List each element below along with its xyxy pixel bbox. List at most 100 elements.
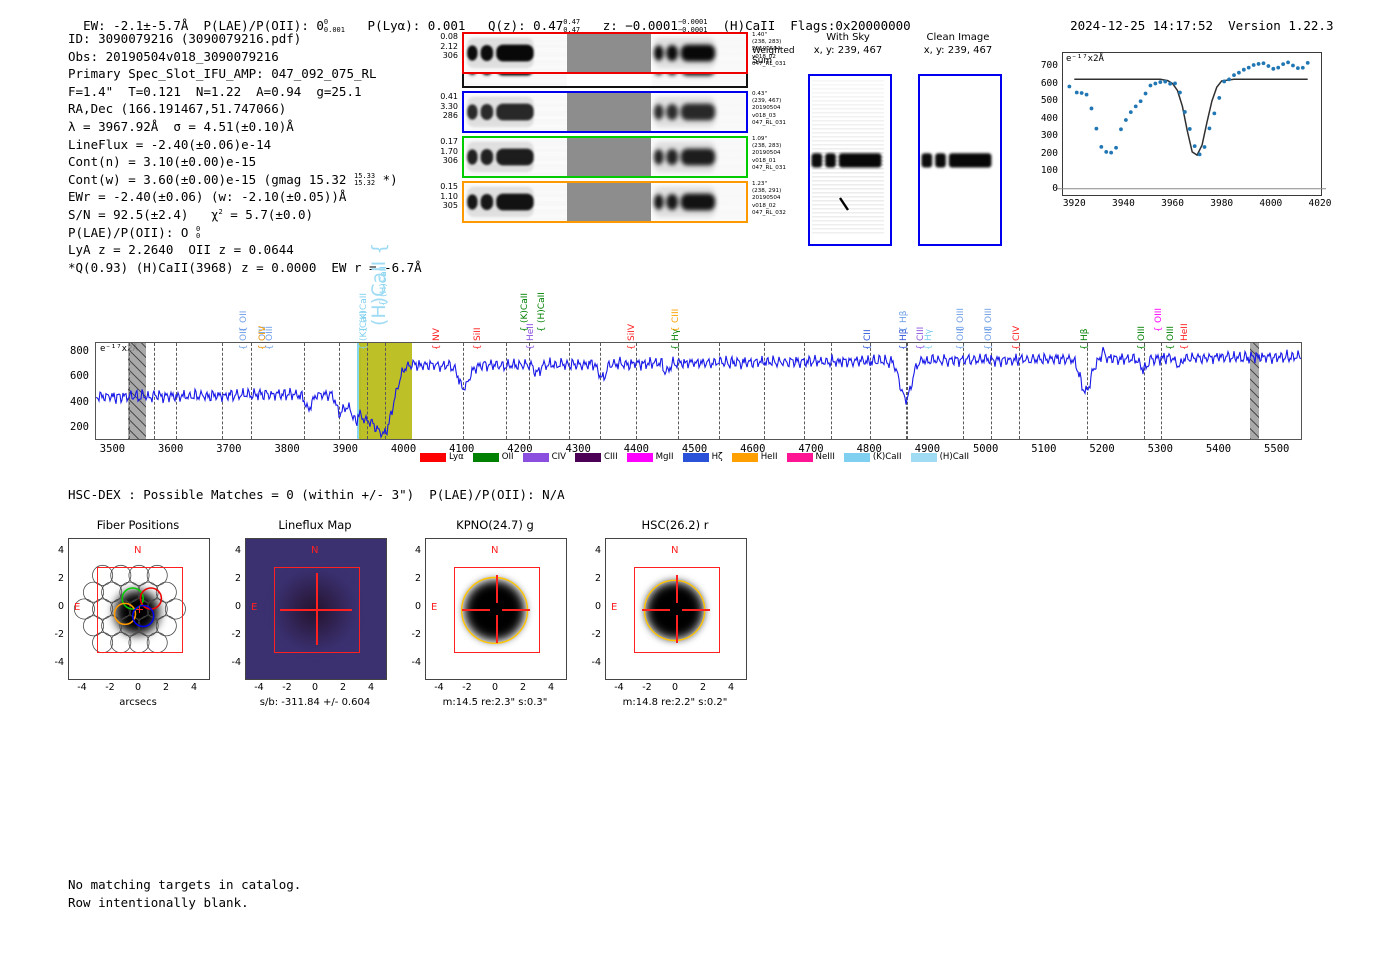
- plya-label: P(Lyα):: [344, 18, 428, 33]
- crosshair-v: [316, 572, 318, 646]
- qz-value: 0.47: [533, 18, 564, 33]
- line-profile-xtick: 4000: [1259, 198, 1283, 209]
- legend-entry: CIV: [522, 452, 567, 462]
- emission-marker-line: [154, 343, 156, 439]
- line-profile-axes: [1062, 52, 1322, 196]
- legend-swatch: [472, 452, 499, 462]
- bottom-panel-title: Lineflux Map: [278, 518, 352, 532]
- legend-swatch: [731, 452, 758, 462]
- bottom-panel: Fiber Positions N E -4 -4 -2 -2 0 0 2 2 4 4 arcsecs: [55, 518, 210, 708]
- emission-marker-line: [462, 343, 464, 439]
- bottom-panel-xtick: 2: [519, 682, 527, 693]
- line-label-bracket: {: [473, 344, 484, 350]
- legend-label: (K)CaII: [872, 452, 902, 462]
- line-label-bracket: {: [432, 344, 443, 350]
- image-cutouts-panel: With Sky x, y: 239, 467 Clean Image x, y: 2…: [800, 32, 1015, 262]
- line-label-bracket: {: [1136, 344, 1147, 350]
- full-spectrum-chart: e⁻¹⁷x2Å {OII{OII{OIII{CIV{OIII{(K)CaII{(…: [0, 243, 1400, 477]
- footer-note: No matching targets in catalog. Row inte…: [68, 876, 301, 911]
- spectrum-xtick: 4600: [740, 443, 766, 455]
- compass-east: E: [74, 602, 81, 613]
- row-2dspec-cell: [464, 138, 567, 176]
- plya-value: 0.001: [427, 18, 466, 33]
- line-profile-ytick: 0: [1052, 182, 1058, 194]
- spectrum-row: [462, 91, 748, 133]
- row-2dspec-cell: [464, 183, 567, 221]
- emission-marker-line: [1143, 343, 1145, 439]
- info-line-radec: RA,Dec (166.191467,51.747066): [68, 101, 287, 117]
- detection-info-block: ID: 3090079216 (3090079216.pdf) Obs: 201…: [68, 30, 422, 276]
- spectrum-xtick: 4000: [390, 443, 417, 455]
- bottom-panel-caption: s/b: -311.84 +/- 0.604: [259, 697, 371, 708]
- emission-line-label: OII: [238, 328, 249, 341]
- header-summary-line: EW: -2.1±-5.7Å P(LAE)/P(OII): 0 0 0.001 P(…: [68, 3, 911, 34]
- line-label-bracket: {: [238, 344, 249, 350]
- spectrum-ytick: 200: [70, 420, 89, 433]
- row-2dspec-cell: [464, 93, 567, 131]
- spectrum-legend: Lyα OII CIV CIII MgII Hζ HeII NeIII (K)CaII (H)Ca…: [420, 452, 969, 462]
- legend-entry: HeII: [731, 452, 778, 462]
- bottom-panel-ytick: -2: [54, 629, 64, 640]
- plae-label: P(LAE)/P(OII):: [188, 18, 317, 33]
- legend-swatch: [575, 452, 602, 462]
- bottom-panel-xtick: 0: [671, 682, 679, 693]
- line-label-bracket: {: [924, 344, 935, 350]
- bottom-panel-ytick: 2: [57, 573, 64, 584]
- bottom-panel-caption: arcsecs: [119, 697, 157, 708]
- emission-marker-line: [385, 343, 387, 439]
- bottom-panel-ytick: 0: [414, 601, 421, 612]
- legend-label: CIV: [551, 452, 567, 462]
- spectrum-xtick: 3600: [158, 443, 184, 455]
- bottom-panel-ytick: -4: [411, 657, 421, 668]
- spectrum-xtick: 4800: [856, 443, 882, 455]
- flags-label: Flags:0x20000000: [775, 18, 911, 33]
- row-pixelflat-cell: [566, 34, 652, 72]
- footer-line-2: Row intentionally blank.: [68, 894, 249, 910]
- info-line-id: ID: 3090079216 (3090079216.pdf): [68, 31, 302, 46]
- legend-label: MgII: [655, 452, 674, 462]
- with-sky-image: [808, 74, 892, 246]
- bottom-panel-ytick: 0: [57, 601, 64, 612]
- z-range: −0.0001 −0.0001: [677, 18, 708, 34]
- bottom-panel-title: Fiber Positions: [96, 518, 180, 532]
- twod-spectra-panel: 2D Spec Pixel Flat Smoothed Weighted Sum…: [425, 32, 795, 262]
- emission-line-label: SiIV: [627, 323, 638, 341]
- spectrum-xtick: 3900: [332, 443, 358, 455]
- header-timestamp-version: 2024-12-25 14:17:52 Version 1.22.3: [1055, 3, 1333, 33]
- qz-label: Q(z):: [465, 18, 534, 33]
- emission-marker-line: [763, 343, 765, 439]
- cutout-name: Clean Image: [926, 32, 990, 43]
- bottom-panel-ytick: 2: [234, 573, 241, 584]
- bottom-panel-caption: m:14.8 re:2.2" s:0.2": [622, 697, 728, 708]
- legend-swatch: [420, 452, 446, 462]
- plae-value: 0: [316, 18, 324, 33]
- line-label-bracket: {: [525, 344, 536, 350]
- info-line-obs: Obs: 20190504v018_3090079216: [68, 48, 279, 64]
- highlight-band: [359, 343, 412, 439]
- row-2dspec-cell: [464, 34, 567, 72]
- line-profile-ytick: 600: [1040, 77, 1058, 89]
- bottom-panel-caption: m:14.5 re:2.3" s:0.3": [442, 697, 548, 708]
- cutout-title: Clean Image x, y: 239, 467: [900, 32, 1016, 57]
- row-left-values: 0.41 3.30 286: [440, 92, 458, 120]
- emission-line-label: Hβ: [1079, 328, 1090, 341]
- center-mask: [669, 602, 683, 616]
- line-label-bracket: {: [359, 344, 370, 350]
- line-profile-xtick: 3960: [1161, 198, 1184, 209]
- compass-north: N: [134, 545, 142, 556]
- emission-marker-line: [635, 343, 637, 439]
- emission-line-label: OIII: [1154, 307, 1165, 323]
- weighted-sum-label: Weighted Sum: [752, 46, 795, 66]
- masked-band-hatch: [1249, 343, 1260, 439]
- line-profile-sci-label: e⁻¹⁷x2Å: [1066, 54, 1104, 64]
- row-left-values: 0.17 1.70 306: [440, 137, 458, 165]
- legend-entry: (H)CaII: [910, 452, 969, 462]
- line-label-bracket: {: [898, 344, 909, 350]
- bottom-panel-ytick: -4: [54, 657, 64, 668]
- info-line-lambda: λ = 3967.92Å σ = 4.51(±0.10)Å: [68, 118, 294, 134]
- footer-line-1: No matching targets in catalog.: [68, 877, 302, 892]
